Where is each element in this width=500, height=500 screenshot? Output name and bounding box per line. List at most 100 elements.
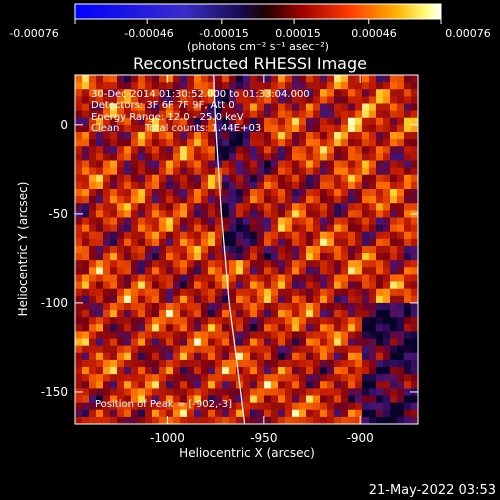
heatmap-cell [222,139,230,147]
heatmap-cell [306,253,314,261]
heatmap-cell [250,196,258,204]
heatmap-cell [159,160,167,168]
heatmap-cell [292,203,300,211]
heatmap-cell [271,338,279,347]
heatmap-cell [89,124,97,133]
heatmap-cell [229,352,237,361]
heatmap-cell [411,409,418,418]
heatmap-cell [257,281,265,290]
heatmap-cell [271,110,279,119]
heatmap-cell [320,139,328,147]
heatmap-cell [334,338,342,347]
heatmap-cell [383,388,391,396]
heatmap-cell [96,117,104,126]
heatmap-cell [117,224,125,233]
heatmap-cell [215,124,223,133]
heatmap-cell [138,302,146,311]
heatmap-cell [236,188,244,197]
heatmap-cell [236,288,244,297]
heatmap-cell [355,82,363,90]
heatmap-cell [362,416,370,424]
heatmap-cell [355,103,363,112]
heatmap-cell [145,131,153,140]
heatmap-cell [390,146,398,154]
heatmap-cell [138,110,146,119]
heatmap-cell [236,245,244,254]
heatmap-cell [250,167,258,176]
heatmap-cell [159,210,167,218]
heatmap-cell [278,210,286,218]
heatmap-cell [229,188,237,197]
heatmap-cell [187,331,195,339]
heatmap-cell [215,345,223,354]
heatmap-cell [166,188,174,197]
heatmap-cell [292,131,300,140]
heatmap-cell [82,288,90,297]
heatmap-cell [257,367,265,375]
heatmap-cell [201,210,209,218]
heatmap-cell [194,96,202,104]
heatmap-cell [222,167,230,176]
heatmap-cell [411,416,418,424]
heatmap-cell [110,374,118,382]
heatmap-cell [278,96,286,104]
heatmap-cell [376,374,384,382]
heatmap-cell [180,253,188,261]
heatmap-cell [334,160,342,168]
heatmap-cell [355,224,363,233]
heatmap-cell [264,131,272,140]
heatmap-cell [250,231,258,240]
heatmap-cell [236,402,244,411]
heatmap-cell [75,416,83,424]
x-tick-label: -1000 [150,431,185,445]
heatmap-cell [243,416,251,424]
heatmap-cell [166,395,174,404]
heatmap-cell [166,139,174,147]
heatmap-cell [404,367,412,375]
total-counts-text: Total counts: 1.44E+03 [144,123,261,134]
heatmap-cell [278,124,286,133]
heatmap-cell [320,217,328,225]
heatmap-cell [320,409,328,418]
heatmap-cell [341,196,349,204]
heatmap-cell [334,210,342,218]
heatmap-cell [124,210,132,218]
heatmap-cell [103,217,111,225]
heatmap-cell [194,224,202,233]
heatmap-cell [243,352,251,361]
heatmap-cell [201,153,209,161]
heatmap-cell [159,302,167,311]
heatmap-cell [194,131,202,140]
heatmap-cell [264,374,272,382]
heatmap-cell [355,181,363,190]
heatmap-cell [103,167,111,176]
heatmap-cell [285,345,293,354]
heatmap-cell [96,416,104,424]
heatmap-cell [208,103,216,112]
heatmap-cell [82,281,90,290]
heatmap-cell [152,245,160,254]
heatmap-cell [96,345,104,354]
heatmap-cell [348,181,356,190]
heatmap-cell [131,89,139,97]
heatmap-cell [152,96,160,104]
heatmap-cell [278,146,286,154]
heatmap-cell [229,203,237,211]
heatmap-cell [411,139,418,147]
heatmap-cell [159,374,167,382]
heatmap-cell [355,196,363,204]
heatmap-cell [229,310,237,318]
heatmap-cell [369,367,377,375]
heatmap-cell [152,160,160,168]
heatmap-cell [89,75,97,83]
heatmap-cell [110,210,118,218]
heatmap-cell [278,139,286,147]
heatmap-cell [376,82,384,90]
heatmap-cell [82,253,90,261]
heatmap-cell [173,295,181,304]
heatmap-cell [138,395,146,404]
heatmap-cell [222,352,230,361]
heatmap-cell [411,146,418,154]
heatmap-cell [180,124,188,133]
heatmap-cell [306,203,314,211]
